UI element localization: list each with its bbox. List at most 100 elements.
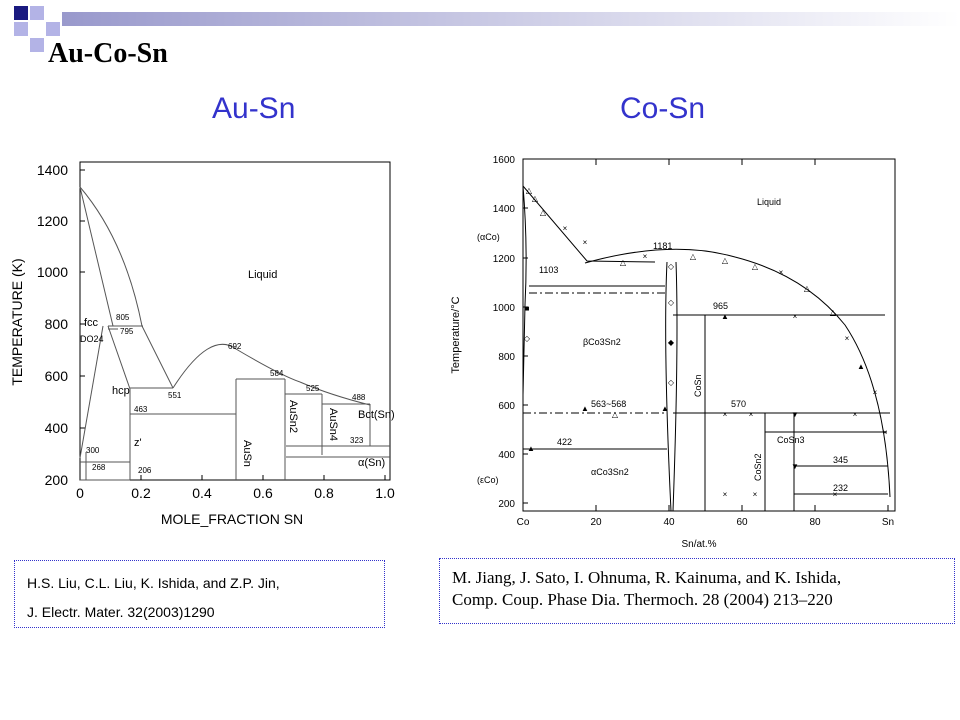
au-sn-ytick: 800	[45, 316, 69, 332]
au-sn-ytick: 200	[45, 472, 69, 488]
co-sn-t345: 345	[833, 455, 848, 465]
au-sn-label-liquid: Liquid	[248, 269, 277, 281]
svg-text:▲: ▲	[581, 404, 589, 413]
au-sn-t795: 795	[120, 327, 134, 336]
au-sn-xtick: 1.0	[375, 485, 395, 501]
au-sn-label-ausn4: AuSn4	[327, 408, 339, 441]
co-sn-xtick: 40	[663, 517, 675, 528]
co-sn-label-cosn3: CoSn3	[777, 435, 805, 445]
svg-text:△: △	[540, 208, 547, 217]
svg-text:×: ×	[873, 388, 878, 397]
subtitle-au-sn: Au-Sn	[212, 92, 296, 125]
svg-text:△: △	[690, 252, 697, 261]
au-sn-x-ticks	[79, 475, 386, 480]
au-sn-t488: 488	[352, 393, 366, 402]
co-sn-ytick: 1200	[493, 254, 516, 265]
co-sn-xtick: Sn	[882, 517, 894, 528]
au-sn-x-axis-label: MOLE_FRACTION SN	[161, 511, 303, 527]
svg-text:◇: ◇	[668, 262, 675, 271]
co-sn-t1181: 1181	[653, 241, 672, 251]
svg-text:▲: ▲	[661, 404, 669, 413]
svg-text:◇: ◇	[668, 298, 675, 307]
au-sn-label-alpha-sn: α(Sn)	[358, 457, 385, 469]
au-sn-label-bct-sn: Bct(Sn)	[358, 409, 395, 421]
deco-square-4	[46, 22, 60, 36]
au-sn-label-do24: DO24	[80, 334, 104, 344]
co-sn-label-beta: βCo3Sn2	[583, 337, 621, 347]
svg-text:×: ×	[643, 252, 648, 261]
co-sn-label-cosn2: CoSn2	[753, 453, 763, 481]
co-sn-label-alpha-co3sn2: αCo3Sn2	[591, 467, 629, 477]
svg-text:▲: ▲	[527, 444, 535, 453]
svg-text:■: ■	[525, 304, 530, 313]
co-sn-xtick: 80	[809, 517, 821, 528]
au-sn-t463: 463	[134, 405, 148, 414]
co-sn-xtick: 60	[736, 517, 748, 528]
svg-text:◆: ◆	[668, 338, 675, 347]
co-sn-ytick: 200	[498, 499, 515, 510]
co-sn-ytick: 1000	[493, 303, 516, 314]
co-sn-phase-lines	[522, 185, 891, 512]
au-sn-phase-diagram: 1400 1200 1000 800 600 400 200 0 0.2 0.4…	[9, 161, 395, 527]
reference-co-sn-line2: Comp. Coup. Phase Dia. Thermoch. 28 (200…	[452, 590, 833, 609]
co-sn-label-cosn: CoSn	[693, 374, 703, 397]
au-sn-t692: 692	[228, 342, 242, 351]
au-sn-label-hcp: hcp	[112, 385, 130, 397]
au-sn-t525: 525	[306, 384, 320, 393]
svg-text:×: ×	[749, 410, 754, 419]
svg-text:×: ×	[563, 224, 568, 233]
co-sn-ytick: 1600	[493, 155, 516, 166]
svg-text:△: △	[804, 284, 811, 293]
co-sn-data-markers: △△△ ××△ × △ △ △×△ △×▲ ×× △ × × ▼ × × × × ◇◇◆ ◇■…	[524, 186, 888, 499]
au-sn-t300: 300	[86, 446, 100, 455]
co-sn-t1103: 1103	[539, 265, 558, 275]
svg-text:▲: ▲	[857, 362, 865, 371]
svg-text:×: ×	[793, 312, 798, 321]
au-sn-xtick: 0.4	[192, 485, 212, 501]
au-sn-label-fcc: fcc	[84, 317, 99, 329]
au-sn-t551: 551	[168, 391, 182, 400]
co-sn-ytick: 400	[498, 450, 515, 461]
au-sn-ytick: 600	[45, 368, 69, 384]
au-sn-t206: 206	[138, 466, 152, 475]
reference-co-sn: M. Jiang, J. Sato, I. Ohnuma, R. Kainuma…	[439, 558, 955, 624]
co-sn-phase-diagram: 1600 1400 1200 1000 800 600 400 200 Co 2…	[450, 155, 896, 550]
au-sn-y-ticks	[80, 169, 85, 481]
au-sn-xtick: 0.2	[131, 485, 151, 501]
au-sn-label-zeta: z'	[134, 437, 142, 449]
co-sn-t570: 570	[731, 399, 746, 409]
svg-text:△: △	[722, 256, 729, 265]
co-sn-t422: 422	[557, 437, 572, 447]
au-sn-label-ausn: AuSn	[241, 440, 253, 467]
reference-co-sn-line1: M. Jiang, J. Sato, I. Ohnuma, R. Kainuma…	[452, 568, 842, 587]
svg-text:△: △	[620, 258, 627, 267]
au-sn-t805: 805	[116, 313, 130, 322]
au-sn-t323: 323	[350, 436, 364, 445]
svg-text:×: ×	[753, 490, 758, 499]
co-sn-t232: 232	[833, 483, 848, 493]
svg-text:×: ×	[845, 334, 850, 343]
co-sn-ytick: 1400	[493, 204, 516, 215]
deco-square-1	[14, 6, 28, 20]
au-sn-xtick: 0	[76, 485, 84, 501]
co-sn-y-axis-label: Temperature/°C	[450, 296, 462, 373]
au-sn-t584: 584	[270, 369, 284, 378]
au-sn-label-ausn2: AuSn2	[287, 400, 299, 433]
svg-text:×: ×	[779, 268, 784, 277]
svg-text:▼: ▼	[791, 410, 799, 419]
co-sn-label-liquid: Liquid	[757, 197, 781, 207]
co-sn-ytick: 600	[498, 401, 515, 412]
svg-text:△: △	[612, 410, 619, 419]
svg-text:▲: ▲	[721, 312, 729, 321]
co-sn-xtick: Co	[517, 517, 530, 528]
co-sn-ytick: 800	[498, 352, 515, 363]
au-sn-t268: 268	[92, 463, 106, 472]
au-sn-y-axis-label: TEMPERATURE (K)	[9, 258, 25, 385]
co-sn-plot-frame	[522, 158, 896, 512]
slide-title: Au-Co-Sn	[48, 38, 168, 69]
svg-text:△: △	[526, 186, 533, 195]
au-sn-ytick: 400	[45, 420, 69, 436]
svg-text:×: ×	[853, 410, 858, 419]
reference-au-sn: H.S. Liu, C.L. Liu, K. Ishida, and Z.P. …	[14, 560, 385, 628]
au-sn-ytick: 1400	[37, 162, 68, 178]
